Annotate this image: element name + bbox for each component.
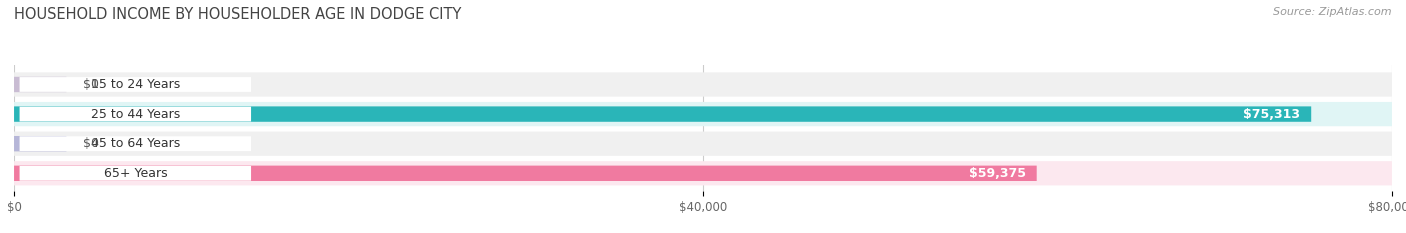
FancyBboxPatch shape	[14, 106, 1312, 122]
Text: $75,313: $75,313	[1243, 108, 1301, 121]
FancyBboxPatch shape	[14, 102, 1392, 126]
Text: 15 to 24 Years: 15 to 24 Years	[91, 78, 180, 91]
Text: $59,375: $59,375	[969, 167, 1026, 180]
FancyBboxPatch shape	[20, 166, 252, 181]
Text: 45 to 64 Years: 45 to 64 Years	[91, 137, 180, 150]
FancyBboxPatch shape	[14, 166, 1036, 181]
Text: Source: ZipAtlas.com: Source: ZipAtlas.com	[1274, 7, 1392, 17]
FancyBboxPatch shape	[14, 72, 1392, 97]
Text: $0: $0	[83, 78, 98, 91]
FancyBboxPatch shape	[20, 77, 252, 92]
FancyBboxPatch shape	[20, 136, 252, 151]
Text: 25 to 44 Years: 25 to 44 Years	[91, 108, 180, 121]
Text: 65+ Years: 65+ Years	[104, 167, 167, 180]
Text: HOUSEHOLD INCOME BY HOUSEHOLDER AGE IN DODGE CITY: HOUSEHOLD INCOME BY HOUSEHOLDER AGE IN D…	[14, 7, 461, 22]
FancyBboxPatch shape	[14, 77, 66, 92]
FancyBboxPatch shape	[14, 136, 66, 151]
FancyBboxPatch shape	[14, 161, 1392, 185]
Text: $0: $0	[83, 137, 98, 150]
FancyBboxPatch shape	[14, 132, 1392, 156]
FancyBboxPatch shape	[20, 107, 252, 121]
